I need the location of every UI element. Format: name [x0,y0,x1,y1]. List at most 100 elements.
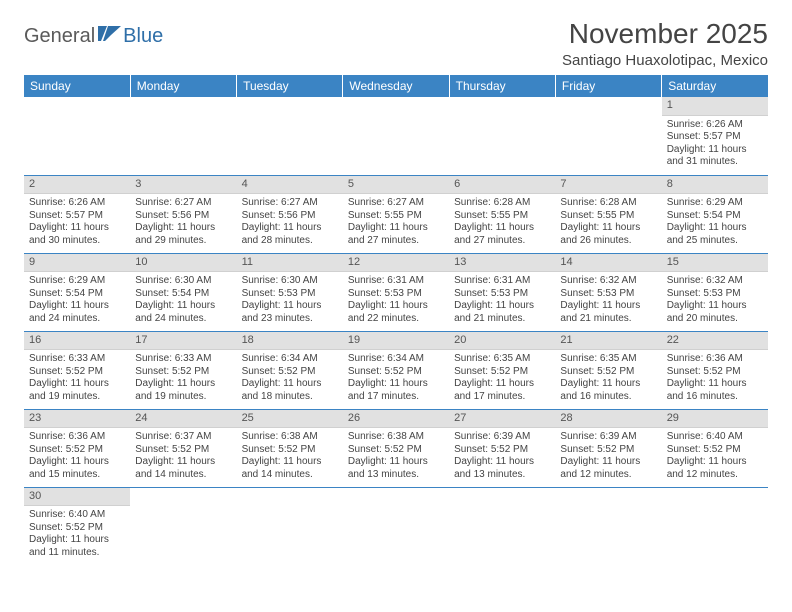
calendar-row: 1Sunrise: 6:26 AMSunset: 5:57 PMDaylight… [24,97,768,175]
sunrise-line: Sunrise: 6:31 AM [348,275,444,288]
sunset-line: Sunset: 5:52 PM [135,444,231,457]
calendar-row: 16Sunrise: 6:33 AMSunset: 5:52 PMDayligh… [24,331,768,409]
daylight-line-1: Daylight: 11 hours [29,534,125,547]
sunrise-line: Sunrise: 6:33 AM [29,353,125,366]
daylight-line-1: Daylight: 11 hours [667,456,763,469]
daylight-line-2: and 14 minutes. [135,469,231,482]
sunset-line: Sunset: 5:52 PM [242,444,338,457]
daylight-line-1: Daylight: 11 hours [560,222,656,235]
location-label: Santiago Huaxolotipac, Mexico [562,52,768,69]
weekday-header: Friday [555,75,661,97]
day-number: 8 [662,176,768,195]
page-title: November 2025 [562,18,768,50]
daylight-line-2: and 21 minutes. [560,313,656,326]
daylight-line-2: and 12 minutes. [667,469,763,482]
title-block: November 2025 Santiago Huaxolotipac, Mex… [562,18,768,69]
empty-cell [24,97,130,175]
brand-logo: General Blue [24,18,163,49]
daylight-line-1: Daylight: 11 hours [135,300,231,313]
daylight-line-2: and 16 minutes. [667,391,763,404]
daylight-line-1: Daylight: 11 hours [667,300,763,313]
sunrise-line: Sunrise: 6:35 AM [454,353,550,366]
day-number: 7 [555,176,661,195]
sunrise-line: Sunrise: 6:28 AM [454,197,550,210]
daylight-line-1: Daylight: 11 hours [667,222,763,235]
sunset-line: Sunset: 5:52 PM [29,444,125,457]
day-body: Sunrise: 6:40 AMSunset: 5:52 PMDaylight:… [662,428,768,485]
daylight-line-1: Daylight: 11 hours [242,378,338,391]
sunrise-line: Sunrise: 6:34 AM [242,353,338,366]
day-body: Sunrise: 6:35 AMSunset: 5:52 PMDaylight:… [555,350,661,407]
sunset-line: Sunset: 5:53 PM [242,288,338,301]
calendar-cell: 24Sunrise: 6:37 AMSunset: 5:52 PMDayligh… [130,409,236,487]
day-number: 12 [343,254,449,273]
calendar-row: 23Sunrise: 6:36 AMSunset: 5:52 PMDayligh… [24,409,768,487]
calendar-cell: 17Sunrise: 6:33 AMSunset: 5:52 PMDayligh… [130,331,236,409]
calendar-row: 2Sunrise: 6:26 AMSunset: 5:57 PMDaylight… [24,175,768,253]
weekday-header: Monday [130,75,236,97]
day-body: Sunrise: 6:40 AMSunset: 5:52 PMDaylight:… [24,506,130,563]
day-body: Sunrise: 6:39 AMSunset: 5:52 PMDaylight:… [449,428,555,485]
daylight-line-2: and 24 minutes. [29,313,125,326]
calendar-cell: 27Sunrise: 6:39 AMSunset: 5:52 PMDayligh… [449,409,555,487]
empty-cell [343,487,449,565]
day-number: 18 [237,332,343,351]
day-number: 2 [24,176,130,195]
daylight-line-2: and 18 minutes. [242,391,338,404]
calendar-cell: 9Sunrise: 6:29 AMSunset: 5:54 PMDaylight… [24,253,130,331]
sunset-line: Sunset: 5:52 PM [348,366,444,379]
day-number: 26 [343,410,449,429]
daylight-line-2: and 21 minutes. [454,313,550,326]
calendar-cell: 25Sunrise: 6:38 AMSunset: 5:52 PMDayligh… [237,409,343,487]
sunrise-line: Sunrise: 6:30 AM [135,275,231,288]
calendar-cell: 18Sunrise: 6:34 AMSunset: 5:52 PMDayligh… [237,331,343,409]
day-body: Sunrise: 6:28 AMSunset: 5:55 PMDaylight:… [555,194,661,251]
sunrise-line: Sunrise: 6:37 AM [135,431,231,444]
sunset-line: Sunset: 5:57 PM [29,210,125,223]
sunset-line: Sunset: 5:52 PM [560,444,656,457]
day-number: 23 [24,410,130,429]
calendar-cell: 30Sunrise: 6:40 AMSunset: 5:52 PMDayligh… [24,487,130,565]
calendar-cell: 4Sunrise: 6:27 AMSunset: 5:56 PMDaylight… [237,175,343,253]
day-number: 24 [130,410,236,429]
day-body: Sunrise: 6:31 AMSunset: 5:53 PMDaylight:… [343,272,449,329]
weekday-header: Sunday [24,75,130,97]
daylight-line-1: Daylight: 11 hours [242,456,338,469]
day-body: Sunrise: 6:32 AMSunset: 5:53 PMDaylight:… [662,272,768,329]
sunset-line: Sunset: 5:56 PM [242,210,338,223]
sunrise-line: Sunrise: 6:32 AM [560,275,656,288]
empty-cell [237,487,343,565]
calendar-cell: 3Sunrise: 6:27 AMSunset: 5:56 PMDaylight… [130,175,236,253]
day-number: 11 [237,254,343,273]
sunrise-line: Sunrise: 6:26 AM [667,119,763,132]
day-number: 21 [555,332,661,351]
empty-cell [555,97,661,175]
daylight-line-2: and 13 minutes. [348,469,444,482]
sunset-line: Sunset: 5:52 PM [454,366,550,379]
sunset-line: Sunset: 5:52 PM [348,444,444,457]
day-number: 13 [449,254,555,273]
sunrise-line: Sunrise: 6:31 AM [454,275,550,288]
calendar-cell: 22Sunrise: 6:36 AMSunset: 5:52 PMDayligh… [662,331,768,409]
calendar-cell: 5Sunrise: 6:27 AMSunset: 5:55 PMDaylight… [343,175,449,253]
day-body: Sunrise: 6:34 AMSunset: 5:52 PMDaylight:… [343,350,449,407]
sunrise-line: Sunrise: 6:36 AM [29,431,125,444]
weekday-header: Wednesday [343,75,449,97]
day-body: Sunrise: 6:27 AMSunset: 5:55 PMDaylight:… [343,194,449,251]
day-number: 28 [555,410,661,429]
daylight-line-2: and 30 minutes. [29,235,125,248]
daylight-line-2: and 19 minutes. [135,391,231,404]
daylight-line-2: and 27 minutes. [454,235,550,248]
day-body: Sunrise: 6:30 AMSunset: 5:54 PMDaylight:… [130,272,236,329]
day-number: 5 [343,176,449,195]
daylight-line-2: and 24 minutes. [135,313,231,326]
daylight-line-1: Daylight: 11 hours [29,456,125,469]
sunrise-line: Sunrise: 6:27 AM [135,197,231,210]
sunset-line: Sunset: 5:55 PM [560,210,656,223]
daylight-line-1: Daylight: 11 hours [454,378,550,391]
daylight-line-1: Daylight: 11 hours [454,300,550,313]
daylight-line-2: and 12 minutes. [560,469,656,482]
daylight-line-2: and 25 minutes. [667,235,763,248]
day-body: Sunrise: 6:32 AMSunset: 5:53 PMDaylight:… [555,272,661,329]
daylight-line-1: Daylight: 11 hours [135,222,231,235]
